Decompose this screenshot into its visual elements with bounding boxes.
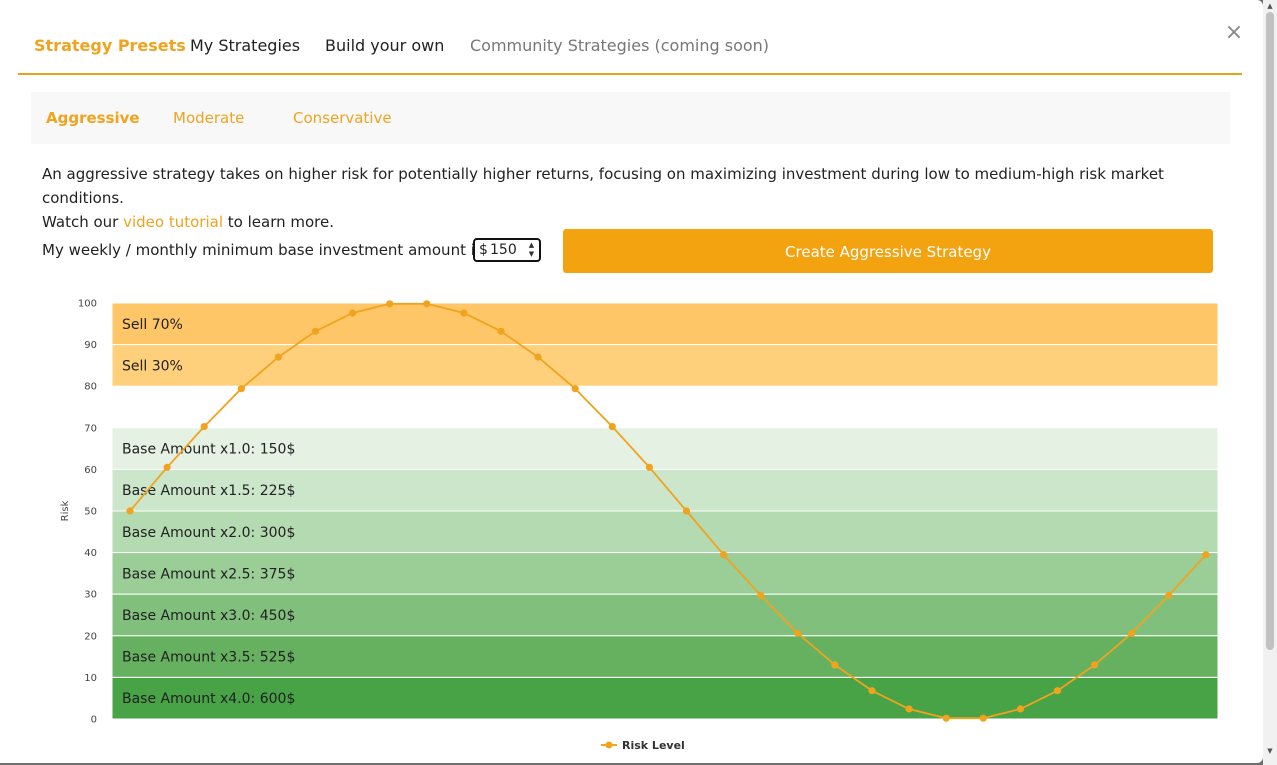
risk-band-4 (111, 510, 1219, 554)
risk-level-point[interactable] (1128, 629, 1136, 637)
risk-level-point[interactable] (1091, 661, 1099, 669)
risk-level-point[interactable] (349, 309, 357, 317)
risk-band-5 (111, 552, 1219, 595)
risk-band-label-2: Base Amount x1.0: 150$ (122, 442, 295, 458)
risk-band-label-5: Base Amount x2.5: 375$ (122, 566, 295, 582)
risk-level-point[interactable] (460, 309, 468, 317)
tab-community-strategies: Community Strategies (coming soon) (470, 36, 770, 55)
risk-level-point[interactable] (942, 714, 950, 722)
tutorial-line: Watch our video tutorial to learn more. (42, 210, 1232, 234)
risk-level-point[interactable] (200, 423, 208, 431)
amount-stepper[interactable]: ▲ ▼ (527, 241, 536, 259)
watch-suffix: to learn more. (227, 213, 334, 231)
stepper-down-icon[interactable]: ▼ (528, 250, 535, 258)
create-strategy-button[interactable]: Create Aggressive Strategy (563, 229, 1213, 273)
tab-build-your-own[interactable]: Build your own (325, 36, 445, 55)
stepper-up-icon[interactable]: ▲ (528, 241, 535, 249)
risk-level-line (129, 302, 1207, 720)
main-tabs: Strategy Presets My Strategies Build you… (18, 0, 1242, 75)
risk-band-6 (111, 593, 1219, 637)
strategy-description: An aggressive strategy takes on higher r… (42, 162, 1232, 234)
risk-band-label-8: Base Amount x4.0: 600$ (122, 691, 295, 707)
risk-level-point[interactable] (757, 591, 765, 600)
risk-level-point[interactable] (1016, 705, 1024, 713)
y-tick-label: 80 (84, 382, 97, 393)
y-tick-label: 90 (84, 340, 97, 351)
chart-legend[interactable]: Risk Level (601, 739, 685, 752)
risk-level-point[interactable] (423, 300, 431, 308)
watch-prefix: Watch our (42, 213, 119, 231)
risk-level-point[interactable] (497, 327, 505, 335)
risk-band-8 (111, 676, 1219, 720)
risk-profile-tabs: Aggressive Moderate Conservative (31, 92, 1230, 144)
scroll-up-icon[interactable]: ▲ (1267, 2, 1273, 10)
subtab-moderate[interactable]: Moderate (173, 109, 245, 127)
risk-level-point[interactable] (163, 463, 171, 471)
risk-level-point[interactable] (311, 327, 320, 335)
y-tick-label: 100 (78, 299, 97, 310)
base-amount-label: My weekly / monthly minimum base investm… (42, 241, 488, 259)
description-text: An aggressive strategy takes on higher r… (42, 165, 1164, 207)
y-axis-label: Risk (60, 500, 71, 521)
risk-level-series (126, 300, 1210, 722)
risk-level-point[interactable] (274, 353, 282, 361)
risk-level-point[interactable] (1202, 551, 1210, 559)
risk-level-point[interactable] (126, 507, 134, 515)
risk-level-point[interactable] (534, 353, 542, 361)
risk-level-point[interactable] (979, 714, 987, 722)
scroll-down-icon[interactable]: ▼ (1267, 747, 1273, 755)
risk-bands: Sell 70% Sell 30% Base Amount x1.0: 150$ Ba… (111, 302, 1219, 720)
y-tick-label: 10 (84, 673, 97, 684)
legend-dot-icon (605, 741, 613, 749)
risk-band-label-1: Sell 30% (122, 358, 183, 374)
subtab-conservative[interactable]: Conservative (293, 109, 392, 127)
risk-band-2 (111, 427, 1219, 470)
tab-my-strategies[interactable]: My Strategies (190, 36, 301, 55)
subtab-aggressive[interactable]: Aggressive (46, 109, 140, 127)
risk-level-point[interactable] (645, 463, 654, 471)
base-amount-field: $ ▲ ▼ (473, 238, 541, 262)
risk-band-label-7: Base Amount x3.5: 525$ (122, 650, 295, 666)
y-tick-label: 0 (91, 715, 97, 726)
risk-level-point[interactable] (608, 423, 616, 431)
video-tutorial-link[interactable]: video tutorial (123, 213, 223, 231)
y-tick-label: 60 (84, 465, 97, 476)
risk-level-point[interactable] (1053, 687, 1062, 695)
risk-band-label-3: Base Amount x1.5: 225$ (122, 483, 295, 499)
risk-band-label-4: Base Amount x2.0: 300$ (122, 525, 295, 541)
risk-level-point[interactable] (386, 300, 394, 308)
close-icon[interactable]: × (1224, 20, 1244, 45)
currency-symbol: $ (479, 242, 488, 258)
y-tick-label: 70 (84, 423, 97, 434)
risk-level-point[interactable] (571, 385, 579, 393)
base-amount-input[interactable] (490, 241, 524, 259)
risk-band-1 (111, 344, 1219, 387)
risk-band-label-6: Base Amount x3.0: 450$ (122, 608, 295, 624)
y-tick-label: 40 (84, 548, 97, 559)
y-axis: 0 10 20 30 40 50 60 70 80 90 100 (78, 299, 97, 726)
y-tick-label: 30 (84, 590, 97, 601)
risk-level-point[interactable] (682, 507, 691, 515)
risk-level-point[interactable] (237, 385, 245, 393)
y-tick-label: 20 (84, 631, 97, 642)
tab-strategy-presets[interactable]: Strategy Presets (34, 36, 186, 55)
risk-level-point[interactable] (905, 705, 913, 713)
y-tick-label: 50 (84, 507, 97, 518)
risk-band-label-0: Sell 70% (122, 317, 183, 333)
risk-level-point[interactable] (1165, 591, 1173, 600)
scrollbar-thumb[interactable] (1266, 12, 1274, 650)
legend-label: Risk Level (622, 739, 685, 752)
risk-level-point[interactable] (831, 661, 839, 669)
risk-level-point[interactable] (720, 551, 728, 559)
risk-level-point[interactable] (868, 687, 876, 695)
risk-band-0 (111, 302, 1219, 346)
risk-level-point[interactable] (794, 629, 802, 637)
